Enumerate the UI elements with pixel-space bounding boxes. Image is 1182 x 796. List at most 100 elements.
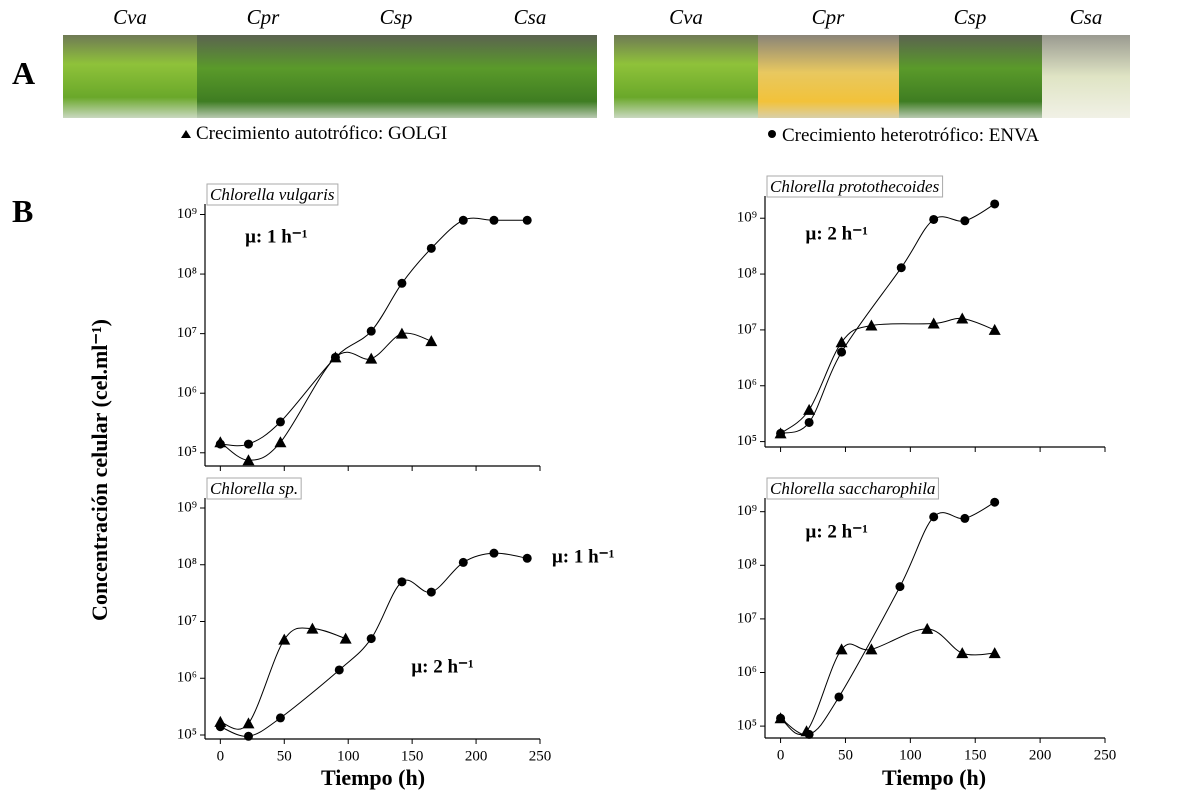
y-tick-label: 10⁹	[737, 210, 757, 226]
photo-label: Cva	[669, 5, 703, 29]
photo	[330, 35, 463, 118]
y-tick-label: 10⁸	[177, 556, 197, 572]
marker	[896, 263, 906, 273]
x-axis-label: Tiempo (h)	[882, 765, 986, 790]
annotation: μ: 1 h⁻¹	[552, 547, 614, 568]
marker	[426, 587, 436, 597]
marker	[921, 622, 934, 634]
marker	[803, 403, 816, 415]
marker	[929, 512, 939, 522]
chart-title: Chlorella protothecoides	[770, 177, 940, 196]
photo-label: Cpr	[247, 5, 281, 29]
y-tick-label: 10⁸	[737, 557, 757, 573]
x-tick-label: 200	[465, 748, 488, 764]
photo-label: Cpr	[812, 5, 846, 29]
photo	[63, 35, 197, 118]
title-frame	[766, 175, 944, 198]
y-tick-label: 10⁵	[177, 726, 197, 742]
annotation: μ: 2 h⁻¹	[806, 521, 868, 542]
fit-line	[780, 628, 995, 735]
y-tick-label: 10⁷	[737, 610, 757, 626]
chart-title: Chlorella vulgaris	[210, 185, 335, 204]
marker	[278, 633, 291, 645]
marker	[960, 513, 970, 523]
photo-label: Cva	[113, 5, 147, 29]
chart: 10⁵ 10⁶ 10⁷ 10⁸ 10⁹ Chlorella protothecoides μ…	[737, 175, 1106, 452]
chart-title-box: Chlorella vulgaris	[206, 183, 339, 206]
x-tick-label: 100	[337, 748, 360, 764]
marker	[242, 717, 255, 729]
marker	[339, 632, 352, 644]
marker	[243, 731, 253, 741]
annotation: μ: 2 h⁻¹	[806, 223, 868, 244]
chart: 10⁵ 10⁶ 10⁷ 10⁸ 10⁹ Chlorella vulgaris μ: 1 h⁻…	[177, 183, 541, 471]
chart-title-box: Chlorella sp.	[206, 477, 302, 500]
chart-title: Chlorella sp.	[210, 479, 298, 498]
x-tick-label: 150	[401, 748, 424, 764]
marker	[804, 417, 814, 427]
fit-line	[220, 217, 528, 447]
marker	[988, 323, 1001, 335]
y-tick-label: 10⁶	[737, 377, 757, 393]
marker	[927, 317, 940, 329]
chart-title: Chlorella saccharophila	[770, 479, 935, 498]
x-tick-label: 150	[964, 747, 987, 763]
marker	[960, 216, 970, 226]
marker	[366, 634, 376, 644]
marker	[522, 553, 532, 563]
y-tick-label: 10⁹	[177, 206, 197, 222]
marker	[243, 439, 253, 449]
marker	[458, 557, 468, 567]
marker	[329, 351, 342, 363]
marker	[774, 712, 787, 724]
marker	[522, 215, 532, 225]
photo	[614, 35, 758, 118]
y-tick-label: 10⁹	[177, 499, 197, 515]
marker	[988, 647, 1001, 659]
marker	[458, 215, 468, 225]
y-tick-label: 10⁵	[737, 433, 757, 449]
marker	[800, 725, 813, 737]
x-tick-label: 0	[217, 748, 225, 764]
y-axis-label: Concentración celular (cel.ml⁻¹)	[87, 319, 112, 621]
fit-line	[220, 552, 528, 737]
marker	[489, 215, 499, 225]
x-tick-label: 250	[1094, 747, 1117, 763]
chart-title-box: Chlorella saccharophila	[766, 477, 939, 500]
legend-marker	[181, 130, 191, 138]
marker	[395, 327, 408, 339]
marker	[275, 417, 285, 427]
y-tick-label: 10⁶	[177, 670, 197, 686]
panel-a-photos	[63, 35, 1130, 118]
marker	[275, 713, 285, 723]
x-tick-label: 100	[899, 747, 922, 763]
marker	[834, 692, 844, 702]
marker	[306, 622, 319, 634]
marker	[365, 352, 378, 364]
marker	[274, 436, 287, 448]
marker	[489, 548, 499, 558]
y-tick-label: 10⁵	[737, 718, 757, 734]
legend-marker	[768, 130, 776, 138]
chart-title-box: Chlorella protothecoides	[766, 175, 944, 198]
marker	[426, 243, 436, 253]
y-tick-label: 10⁸	[177, 266, 197, 282]
marker	[397, 577, 407, 587]
y-tick-label: 10⁷	[177, 325, 197, 341]
y-tick-label: 10⁸	[737, 266, 757, 282]
photo-label: Csa	[1070, 5, 1103, 29]
chart: 10⁵ 10⁶ 10⁷ 10⁸ 10⁹ 0 50 100 150 200 250 Chlorella …	[737, 477, 1117, 763]
marker	[990, 497, 1000, 507]
x-tick-label: 50	[838, 747, 853, 763]
panel-label: A	[12, 55, 35, 91]
photo-label: Csa	[514, 5, 547, 29]
photo	[899, 35, 1042, 118]
marker	[929, 214, 939, 224]
photo-label: Csp	[954, 5, 987, 29]
marker	[865, 319, 878, 331]
y-tick-label: 10⁷	[177, 613, 197, 629]
marker	[425, 335, 438, 347]
marker	[366, 326, 376, 336]
x-tick-label: 0	[777, 747, 785, 763]
x-tick-label: 250	[529, 748, 552, 764]
